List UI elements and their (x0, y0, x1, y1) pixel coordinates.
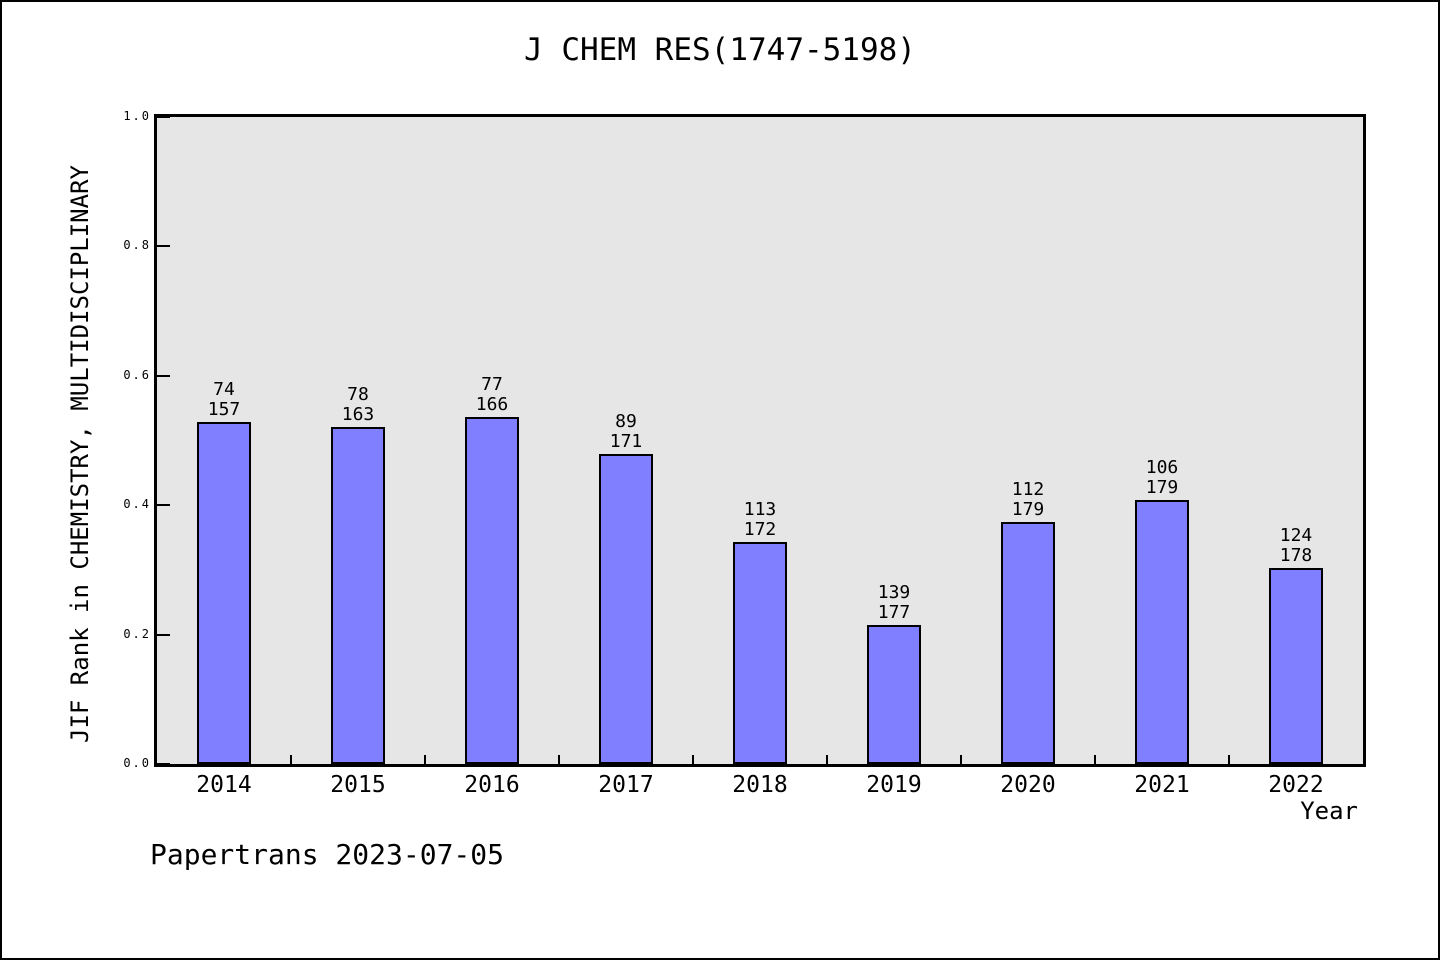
bar-value-label-2020: 112 179 (1012, 480, 1045, 519)
y-axis-tick (157, 375, 170, 377)
bar-rank-value: 89 (615, 411, 637, 433)
y-axis-tick-label: 1.0 (123, 109, 151, 123)
y-axis-tick-label: 0.2 (123, 627, 151, 641)
bar-2019 (867, 625, 921, 764)
bar-total-value: 163 (341, 403, 375, 425)
bar-rank-value: 113 (743, 499, 777, 521)
x-axis-tick (826, 755, 828, 764)
bar-rank-value: 77 (481, 374, 503, 396)
bar-total-value: 179 (1011, 498, 1045, 520)
bar-value-label-2017: 89 171 (610, 412, 643, 451)
x-axis-tick (558, 755, 560, 764)
y-axis-tick (157, 504, 170, 506)
y-axis-tick (157, 763, 170, 765)
bar-rank-value: 139 (877, 582, 911, 604)
y-axis-tick (157, 245, 170, 247)
bar-2021 (1135, 500, 1189, 764)
x-category-label-2014: 2014 (196, 772, 252, 798)
y-axis-tick (157, 116, 170, 118)
chart-title: J CHEM RES(1747-5198) (524, 32, 916, 68)
bar-total-value: 172 (743, 518, 777, 540)
plot-area: 74 157 2014 78 163 2015 77 166 2016 89 171 2017 113 1… (123, 109, 1366, 798)
bar-total-value: 177 (877, 601, 911, 623)
bar-value-label-2014: 74 157 (208, 380, 241, 419)
x-category-label-2018: 2018 (732, 772, 788, 798)
bar-2022 (1269, 568, 1323, 764)
bar-2014 (197, 422, 251, 764)
bar-2020 (1001, 522, 1055, 764)
bar-2015 (331, 427, 385, 764)
bar-2016 (465, 417, 519, 764)
y-axis-tick (157, 634, 170, 636)
bar-value-label-2022: 124 178 (1280, 526, 1313, 565)
bar-total-value: 166 (475, 393, 509, 415)
bar-rank-value: 112 (1011, 479, 1045, 501)
x-category-label-2017: 2017 (598, 772, 654, 798)
bar-total-value: 179 (1145, 476, 1179, 498)
x-axis-tick (1094, 755, 1096, 764)
x-category-label-2021: 2021 (1134, 772, 1190, 798)
x-axis-tick (960, 755, 962, 764)
x-axis-label: Year (1300, 797, 1358, 825)
bar-value-label-2016: 77 166 (476, 375, 509, 414)
x-axis-tick (290, 755, 292, 764)
bar-rank-value: 74 (213, 379, 235, 401)
y-axis-tick-label: 0.6 (123, 368, 151, 382)
x-category-label-2019: 2019 (866, 772, 922, 798)
x-axis-tick (692, 755, 694, 764)
bar-value-label-2015: 78 163 (342, 385, 375, 424)
bar-2018 (733, 542, 787, 764)
x-axis-tick (424, 755, 426, 764)
x-axis-tick (1228, 755, 1230, 764)
bar-total-value: 171 (609, 430, 643, 452)
bar-value-label-2021: 106 179 (1146, 458, 1179, 497)
x-category-label-2016: 2016 (464, 772, 520, 798)
x-category-label-2022: 2022 (1268, 772, 1324, 798)
y-axis-tick-label: 0.8 (123, 238, 151, 252)
x-category-label-2015: 2015 (330, 772, 386, 798)
bar-total-value: 178 (1279, 544, 1313, 566)
footer-note: Papertrans 2023-07-05 (150, 838, 505, 871)
x-category-label-2020: 2020 (1000, 772, 1056, 798)
bar-rank-value: 106 (1145, 457, 1179, 479)
y-axis-label: JIF Rank in CHEMISTRY, MULTIDISCIPLINARY (66, 165, 94, 743)
bar-total-value: 157 (207, 398, 241, 420)
bar-2017 (599, 454, 653, 764)
bar-rank-value: 78 (347, 384, 369, 406)
y-axis-tick-label: 0.0 (123, 756, 151, 770)
bar-rank-value: 124 (1279, 525, 1313, 547)
bar-value-label-2018: 113 172 (744, 500, 777, 539)
y-axis-tick-label: 0.4 (123, 497, 151, 511)
bar-value-label-2019: 139 177 (878, 583, 911, 622)
